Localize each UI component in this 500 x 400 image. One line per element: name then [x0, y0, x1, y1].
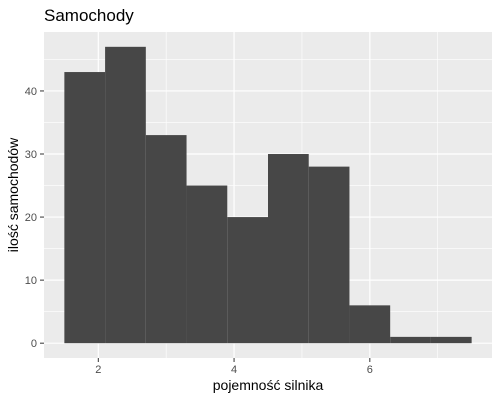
y-axis-title: ilość samochodów: [5, 137, 21, 252]
histogram-bar-1: [64, 72, 106, 344]
histogram-bar-6: [268, 154, 309, 344]
y-axis-ticks: 0 10 20 30 40: [25, 86, 44, 350]
histogram-bar-4: [186, 185, 228, 344]
y-tick-label: 30: [25, 149, 37, 161]
x-tick-label: 6: [367, 364, 373, 376]
histogram-bar-5: [227, 217, 268, 344]
histogram-bars: [64, 46, 472, 344]
x-tick-label: 4: [231, 364, 237, 376]
x-tick-label: 2: [95, 364, 101, 376]
y-tick-label: 40: [25, 86, 37, 98]
x-axis-ticks: 2 4 6: [95, 358, 373, 376]
y-tick-label: 10: [25, 275, 37, 287]
x-axis-title: pojemność silnika: [213, 377, 324, 393]
histogram-bar-2: [105, 46, 146, 344]
histogram-bar-3: [145, 135, 187, 344]
histogram-bar-10: [430, 336, 472, 344]
histogram-bar-7: [308, 166, 350, 344]
y-tick-label: 0: [31, 338, 37, 350]
chart-title: Samochody: [44, 6, 134, 25]
y-tick-label: 20: [25, 212, 37, 224]
histogram-bar-8: [349, 305, 391, 344]
histogram-bar-9: [390, 336, 431, 344]
